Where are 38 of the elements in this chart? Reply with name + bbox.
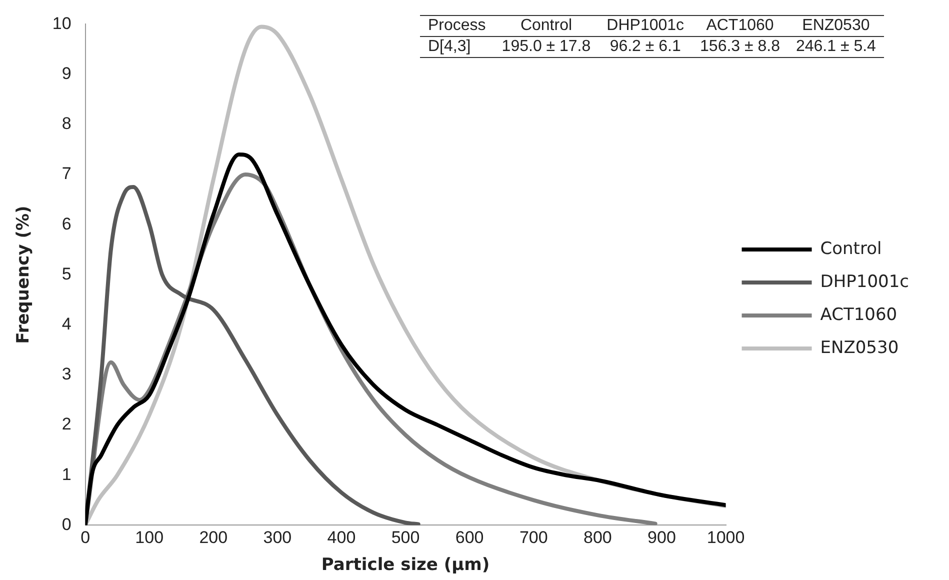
y-tick-label: 5 bbox=[62, 264, 72, 284]
legend-label: DHP1001c bbox=[820, 272, 910, 292]
x-tick-label: 1000 bbox=[706, 528, 745, 548]
annotation: Control bbox=[494, 16, 599, 36]
text: 246.1 ± 5.4 bbox=[788, 36, 884, 58]
x-tick-label: 300 bbox=[263, 528, 292, 548]
y-tick-label: 10 bbox=[52, 14, 72, 33]
x-tick-label: 800 bbox=[583, 528, 612, 548]
y-tick-label: 8 bbox=[62, 114, 72, 134]
y-tick-label: 7 bbox=[62, 164, 72, 184]
y-tick-label: 4 bbox=[62, 314, 72, 334]
x-tick-label: 0 bbox=[80, 528, 90, 548]
legend-label: ACT1060 bbox=[820, 304, 898, 325]
y-tick-label: 1 bbox=[62, 464, 72, 484]
y-tick-label: 6 bbox=[62, 214, 72, 234]
x-tick-label: 700 bbox=[519, 528, 548, 548]
legend-label: Control bbox=[820, 238, 882, 259]
annotation: Process bbox=[420, 16, 494, 36]
annotation: 195.0 ± 17.8 bbox=[494, 36, 599, 58]
annotation: DHP1001c bbox=[598, 16, 692, 36]
x-tick-label: 900 bbox=[648, 528, 676, 548]
x-tick-label: 600 bbox=[455, 528, 484, 548]
annotation: D[4,3] bbox=[420, 36, 494, 58]
y-tick-label: 9 bbox=[62, 64, 72, 83]
x-tick-label: 400 bbox=[327, 528, 356, 548]
x-tick-label: 100 bbox=[135, 528, 164, 548]
text: ENZ0530 bbox=[788, 16, 884, 36]
x-tick-label: 200 bbox=[199, 528, 228, 548]
x-tick-label: 500 bbox=[391, 528, 420, 548]
annotation: ACT1060 bbox=[692, 16, 788, 36]
x-axis-title: Particle size (µm) bbox=[321, 555, 490, 576]
y-tick-label: 3 bbox=[62, 364, 72, 384]
y-tick-label: 0 bbox=[62, 514, 72, 534]
legend-label: ENZ0530 bbox=[820, 338, 899, 358]
y-tick-label: 2 bbox=[62, 414, 72, 434]
annotation: 96.2 ± 6.1 bbox=[598, 36, 692, 58]
y-axis-title: Frequency (%) bbox=[14, 206, 34, 344]
annotation: 156.3 ± 8.8 bbox=[692, 36, 788, 58]
